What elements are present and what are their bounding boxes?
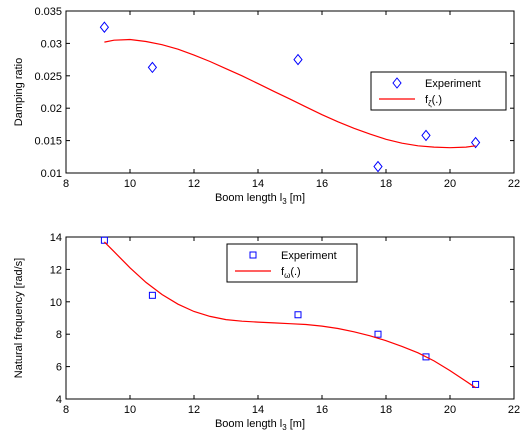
legend: Experiment fω(.) — [227, 244, 357, 282]
legend-label: fω(.) — [281, 266, 301, 280]
y-tick-label: 0.03 — [41, 38, 62, 50]
x-tick-label: 10 — [124, 178, 136, 190]
x-tick-label: 10 — [124, 404, 136, 416]
y-tick-label: 6 — [56, 362, 62, 374]
x-tick-label: 14 — [252, 404, 264, 416]
y-tick-label: 0.035 — [34, 6, 62, 18]
x-axis-label-main: Boom length l — [215, 418, 282, 430]
x-tick-label: 8 — [63, 404, 69, 416]
legend-label-main: Experiment — [281, 250, 337, 262]
x-tick-label: 18 — [380, 178, 392, 190]
y-tick-label: 0.015 — [34, 136, 62, 148]
legend-label-main: Experiment — [425, 78, 481, 90]
x-axis-label-main: Boom length l — [215, 192, 282, 204]
y-tick-label: 4 — [56, 394, 62, 406]
y-axis-label: Natural frequency [rad/s] — [13, 258, 25, 378]
x-tick-label: 22 — [508, 404, 520, 416]
y-tick-label: 12 — [50, 264, 62, 276]
x-tick-label: 14 — [252, 178, 264, 190]
x-axis-label-suffix: [m] — [287, 192, 305, 204]
x-tick-label: 18 — [380, 404, 392, 416]
x-tick-label: 12 — [188, 404, 200, 416]
y-tick-label: 0.025 — [34, 71, 62, 83]
x-axis-label: Boom length l3 [m] — [215, 418, 305, 432]
x-axis-label: Boom length l3 [m] — [215, 192, 305, 206]
x-axis-label-suffix: [m] — [287, 418, 305, 430]
legend-label-suffix: (.) — [432, 94, 442, 106]
chart-1: 8 10 12 14 16 18 20 22 0.01 0.015 0.02 0.025 0.03 0.0… — [13, 6, 520, 206]
legend-label: Experiment — [425, 78, 481, 90]
y-tick-label: 10 — [50, 297, 62, 309]
legend-label-suffix: (.) — [290, 266, 300, 278]
x-tick-label: 22 — [508, 178, 520, 190]
legend-label: Experiment — [281, 250, 337, 262]
x-tick-label: 20 — [444, 178, 456, 190]
y-tick-label: 14 — [50, 232, 62, 244]
legend-label: fζ(.) — [425, 94, 442, 108]
y-tick-label: 0.02 — [41, 103, 62, 115]
y-axis-label: Damping ratio — [13, 58, 25, 126]
x-tick-label: 8 — [63, 178, 69, 190]
y-tick-label: 8 — [56, 329, 62, 341]
x-tick-label: 16 — [316, 404, 328, 416]
y-tick-label: 0.01 — [41, 168, 62, 180]
x-tick-label: 20 — [444, 404, 456, 416]
chart-2: 8 10 12 14 16 18 20 22 4 6 8 10 12 14 Boom length l3 [… — [13, 232, 520, 432]
x-tick-label: 16 — [316, 178, 328, 190]
legend: Experiment fζ(.) — [371, 72, 506, 110]
x-tick-label: 12 — [188, 178, 200, 190]
